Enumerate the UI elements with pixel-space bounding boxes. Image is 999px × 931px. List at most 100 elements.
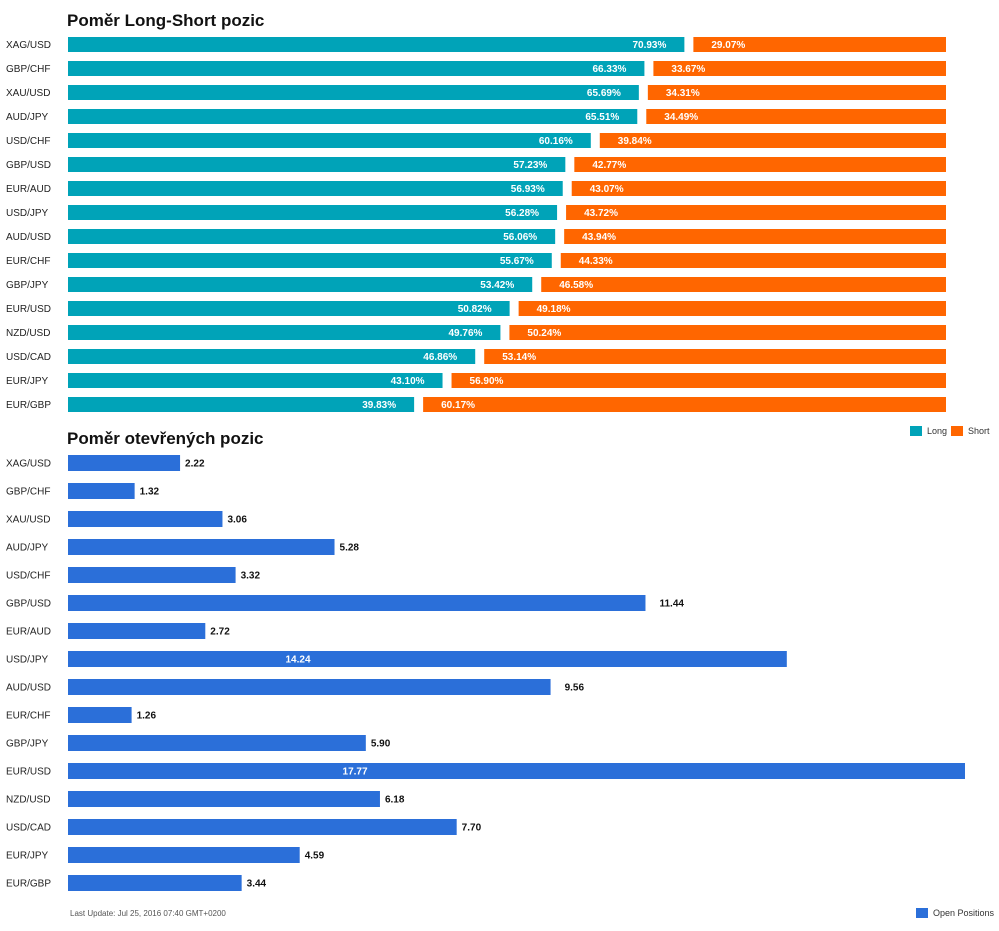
open-positions-bar (68, 511, 223, 527)
short-value-label: 33.67% (671, 64, 705, 75)
category-label: EUR/JPY (6, 376, 49, 387)
open-value-label: 1.32 (140, 487, 160, 498)
long-value-label: 56.06% (503, 232, 537, 243)
category-label: XAU/USD (6, 88, 50, 99)
long-bar (68, 349, 476, 364)
open-value-label: 3.44 (247, 879, 267, 890)
long-value-label: 53.42% (480, 280, 514, 291)
open-positions-bar (68, 567, 236, 583)
category-label: GBP/USD (6, 160, 51, 171)
open-value-label: 3.32 (241, 571, 261, 582)
short-bar (423, 397, 947, 412)
open-positions-bar (68, 679, 551, 695)
long-bar (68, 397, 415, 412)
category-label: EUR/JPY (6, 851, 49, 862)
long-bar (68, 109, 638, 124)
chart-title-open-positions: Poměr otevřených pozic (67, 429, 264, 448)
long-bar (68, 277, 533, 292)
category-label: USD/CAD (6, 823, 51, 834)
long-bar (68, 37, 685, 52)
legend-long-label: Long (927, 426, 948, 436)
long-value-label: 65.51% (585, 112, 619, 123)
category-label: EUR/GBP (6, 879, 51, 890)
short-bar (571, 181, 946, 196)
long-bar (68, 61, 645, 76)
open-positions-bar (68, 707, 132, 723)
long-bar (68, 157, 566, 172)
short-value-label: 60.17% (441, 400, 475, 411)
category-label: EUR/CHF (6, 711, 50, 722)
open-value-label: 14.24 (286, 655, 311, 666)
legend-short-label: Short (968, 426, 990, 436)
open-positions-bar (68, 623, 206, 639)
short-bar (646, 109, 946, 124)
open-value-label: 1.26 (137, 711, 157, 722)
open-value-label: 5.90 (371, 739, 391, 750)
chart-title-long-short: Poměr Long-Short pozic (67, 11, 265, 30)
short-bar (653, 61, 946, 76)
short-value-label: 56.90% (470, 376, 504, 387)
open-value-label: 3.06 (227, 515, 247, 526)
short-bar (599, 133, 946, 148)
category-label: EUR/USD (6, 767, 51, 778)
category-label: USD/JPY (6, 208, 49, 219)
long-bar (68, 181, 563, 196)
short-bar (509, 325, 946, 340)
short-value-label: 44.33% (579, 256, 613, 267)
short-bar (560, 253, 946, 268)
category-label: USD/CHF (6, 571, 50, 582)
category-label: NZD/USD (6, 795, 50, 806)
open-positions-bar (68, 735, 366, 751)
long-value-label: 60.16% (539, 136, 573, 147)
long-value-label: 56.93% (511, 184, 545, 195)
open-positions-bar (68, 875, 242, 891)
category-label: GBP/JPY (6, 739, 49, 750)
short-bar (647, 85, 946, 100)
category-label: AUD/JPY (6, 543, 49, 554)
category-label: EUR/USD (6, 304, 51, 315)
short-value-label: 43.72% (584, 208, 618, 219)
open-value-label: 2.22 (185, 459, 205, 470)
category-label: EUR/AUD (6, 627, 51, 638)
category-label: AUD/JPY (6, 112, 49, 123)
short-bar (451, 373, 946, 388)
short-bar (566, 205, 946, 220)
short-value-label: 49.18% (537, 304, 571, 315)
short-value-label: 34.31% (666, 88, 700, 99)
category-label: USD/JPY (6, 655, 49, 666)
short-value-label: 53.14% (502, 352, 536, 363)
category-label: NZD/USD (6, 328, 50, 339)
category-label: XAG/USD (6, 459, 51, 470)
short-bar (693, 37, 946, 52)
long-bar (68, 85, 639, 100)
long-value-label: 49.76% (448, 328, 482, 339)
open-positions-bar (68, 539, 335, 555)
category-label: GBP/JPY (6, 280, 49, 291)
open-positions-bar (68, 819, 457, 835)
open-positions-bar (68, 763, 965, 779)
long-value-label: 65.69% (587, 88, 621, 99)
legend-long: Long (910, 426, 947, 436)
open-positions-bar (68, 595, 646, 611)
open-positions-bar (68, 791, 380, 807)
short-value-label: 29.07% (711, 40, 745, 51)
short-value-label: 34.49% (664, 112, 698, 123)
category-label: EUR/CHF (6, 256, 50, 267)
last-update-text: Last Update: Jul 25, 2016 07:40 GMT+0200 (70, 909, 226, 918)
long-value-label: 39.83% (362, 400, 396, 411)
short-value-label: 42.77% (592, 160, 626, 171)
long-bar (68, 253, 552, 268)
legend-open-positions: Open Positions (916, 908, 994, 918)
short-value-label: 46.58% (559, 280, 593, 291)
open-value-label: 7.70 (462, 823, 482, 834)
long-value-label: 70.93% (632, 40, 666, 51)
long-value-label: 55.67% (500, 256, 534, 267)
category-label: EUR/AUD (6, 184, 51, 195)
long-bar (68, 229, 556, 244)
category-label: EUR/GBP (6, 400, 51, 411)
long-value-label: 57.23% (513, 160, 547, 171)
short-value-label: 39.84% (618, 136, 652, 147)
category-label: USD/CHF (6, 136, 50, 147)
short-bar (541, 277, 946, 292)
open-value-label: 2.72 (210, 627, 230, 638)
